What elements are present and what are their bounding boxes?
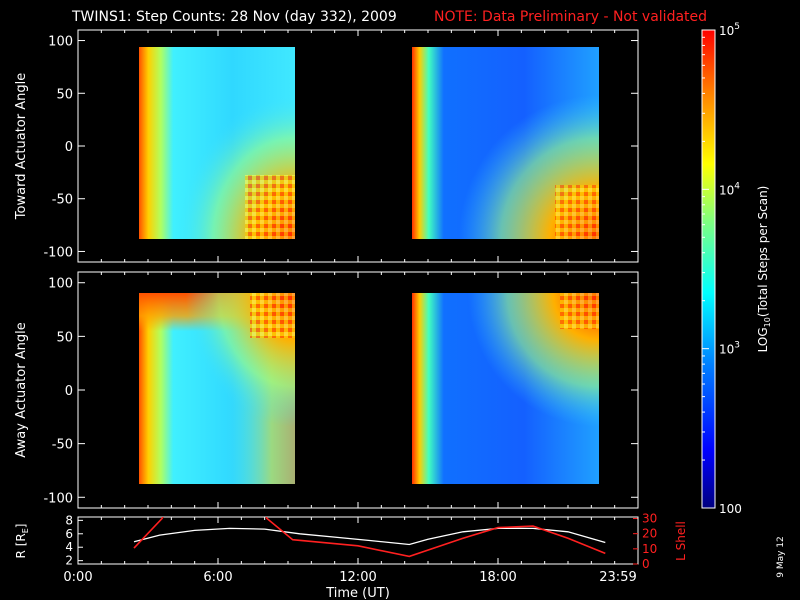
toward-ylabel: Toward Actuator Angle [14, 73, 29, 220]
away-heatmap-panel: -100 -50 0 50 100 Away Actuator Angle [14, 271, 639, 509]
toward-heatmap-panel: -100 -50 0 50 100 Toward Actuator Angle [14, 29, 639, 263]
lshell-ylabel: L Shell [674, 521, 688, 561]
toward-ytick-label: 100 [48, 35, 73, 50]
r-ylabel: R [RE] [14, 524, 30, 559]
toward-y-axis: -100 -50 0 50 100 [43, 35, 638, 260]
r-ytick-label: 6 [65, 527, 73, 541]
lshell-ytick-label: 0 [642, 557, 650, 571]
toward-ytick-label: 0 [65, 140, 73, 155]
figure-title: TWINS1: Step Counts: 28 Nov (day 332), 2… [71, 9, 397, 25]
away-heatmap-block-2 [412, 293, 599, 484]
time-x-axis: 0:00 6:00 12:00 18:00 23:59 [63, 30, 639, 585]
date-stamp: 9 May 12 [776, 536, 786, 578]
preliminary-note: NOTE: Data Preliminary - Not validated [434, 9, 707, 25]
away-ylabel: Away Actuator Angle [14, 322, 29, 457]
toward-ytick-label: -100 [43, 245, 73, 260]
time-xlabel: Time (UT) [325, 586, 390, 600]
lshell-series-line [133, 517, 606, 558]
colorbar-tick-label: 100 [719, 502, 742, 516]
time-xtick-label: 12:00 [339, 570, 376, 585]
r-ytick-label: 2 [65, 554, 73, 568]
colorbar: 100 103 104 105 LOG10(Total Steps per Scan) [701, 22, 772, 516]
r-ytick-label: 4 [65, 540, 73, 554]
colorbar-ticks: 100 103 104 105 [702, 22, 742, 516]
away-y-axis: -100 -50 0 50 100 [43, 277, 638, 506]
away-ytick-label: 100 [48, 277, 73, 292]
toward-heatmap-block-1 [139, 47, 295, 239]
away-heatmap-block-1 [139, 293, 295, 484]
time-xtick-label: 18:00 [479, 570, 516, 585]
time-xtick-label: 6:00 [203, 570, 232, 585]
colorbar-tick-label: 104 [719, 181, 740, 197]
toward-ytick-label: -50 [52, 193, 73, 208]
time-xtick-label: 0:00 [63, 570, 92, 585]
away-ytick-label: 50 [56, 330, 73, 345]
lshell-ytick-label: 30 [642, 512, 657, 526]
lshell-ytick-label: 20 [642, 527, 657, 541]
colorbar-tick-label: 105 [719, 22, 740, 38]
toward-heatmap-block-2 [412, 47, 599, 239]
r-series-line [133, 527, 606, 546]
colorbar-tick-label: 103 [719, 341, 740, 357]
lshell-ytick-label: 10 [642, 542, 657, 556]
colorbar-gradient [701, 29, 716, 509]
toward-ytick-label: 50 [56, 87, 73, 102]
orbit-plot-frame [77, 516, 639, 565]
away-ytick-label: -100 [43, 491, 73, 506]
away-ytick-label: -50 [52, 438, 73, 453]
colorbar-label: LOG10(Total Steps per Scan) [756, 186, 772, 353]
r-ytick-label: 8 [65, 513, 73, 527]
time-xtick-label: 23:59 [599, 570, 636, 585]
away-ytick-label: 0 [65, 384, 73, 399]
